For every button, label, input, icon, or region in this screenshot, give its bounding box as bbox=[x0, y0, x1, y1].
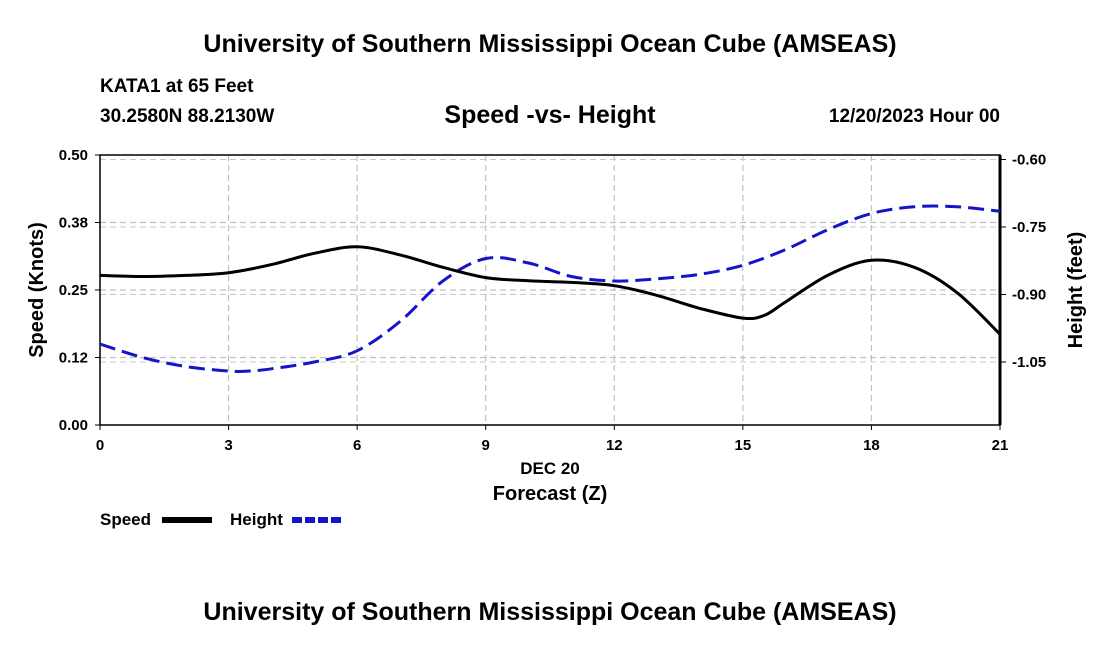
x-axis-label: Forecast (Z) bbox=[493, 483, 607, 505]
y-tick-label: 0.12 bbox=[59, 350, 88, 367]
chart-title: University of Southern Mississippi Ocean… bbox=[203, 30, 897, 58]
forecast-datetime: 12/20/2023 Hour 00 bbox=[828, 106, 1000, 127]
y2-axis-label: Height (feet) bbox=[1065, 232, 1087, 349]
y2-tick-label: -1.05 bbox=[1012, 354, 1046, 371]
y2-tick-label: -0.60 bbox=[1012, 152, 1046, 169]
y-tick-label: 0.00 bbox=[59, 417, 88, 434]
x-tick-label: 15 bbox=[735, 437, 752, 454]
y-tick-label: 0.38 bbox=[59, 215, 88, 232]
speed-series-line bbox=[99, 245, 1002, 336]
x-tick-label: 21 bbox=[992, 437, 1009, 454]
station-label: KATA1 at 65 Feet bbox=[100, 76, 254, 97]
x-tick-label: 3 bbox=[224, 437, 232, 454]
x-tick-label: 0 bbox=[96, 437, 104, 454]
x-tick-label: 18 bbox=[863, 437, 880, 454]
height-series-line bbox=[99, 204, 1001, 373]
y-axis-label: Speed (Knots) bbox=[26, 222, 48, 358]
chart-title-footer: University of Southern Mississippi Ocean… bbox=[203, 598, 897, 626]
x-tick-label: 12 bbox=[606, 437, 623, 454]
chart-subtitle: Speed -vs- Height bbox=[444, 101, 656, 129]
legend-speed-label: Speed bbox=[100, 510, 151, 529]
y-tick-label: 0.50 bbox=[59, 147, 88, 164]
x-tick-label: 6 bbox=[353, 437, 361, 454]
legend-height-label: Height bbox=[230, 510, 283, 529]
y2-tick-label: -0.90 bbox=[1012, 287, 1046, 304]
coordinates-label: 30.2580N 88.2130W bbox=[100, 106, 275, 127]
y-tick-label: 0.25 bbox=[59, 282, 88, 299]
x-tick-label: 9 bbox=[482, 437, 490, 454]
y2-tick-label: -0.75 bbox=[1012, 219, 1046, 236]
x-axis-date-label: DEC 20 bbox=[520, 459, 580, 478]
